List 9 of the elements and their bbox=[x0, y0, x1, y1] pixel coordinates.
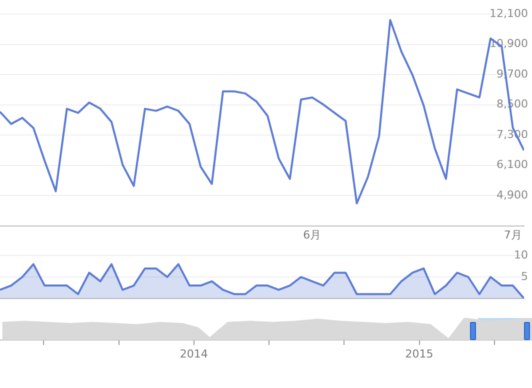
x-tick-label: 2014 bbox=[180, 347, 208, 360]
x-tick-label: 7月 bbox=[504, 228, 522, 242]
x-tick-label: 2015 bbox=[405, 347, 434, 360]
y-tick-label: 10 bbox=[514, 248, 528, 262]
y-tick-label: 5 bbox=[521, 270, 528, 283]
y-tick-label: 12,100 bbox=[490, 6, 528, 20]
y-tick-label: 4,900 bbox=[496, 188, 528, 202]
y-tick-label: 6,100 bbox=[496, 158, 528, 172]
x-tick-label: 6月 bbox=[303, 228, 322, 242]
